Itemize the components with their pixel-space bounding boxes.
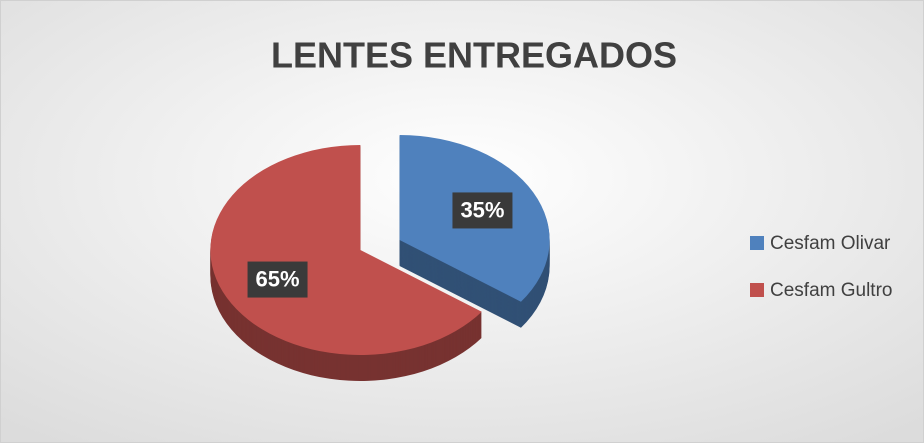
legend-label: Cesfam Gultro <box>770 280 892 301</box>
data-label-box <box>452 192 513 229</box>
data-label: 65% <box>256 266 300 291</box>
pie-slice <box>210 144 482 355</box>
data-label-box <box>247 261 308 298</box>
legend-swatch <box>750 236 764 250</box>
data-label: 35% <box>460 197 504 222</box>
legend-swatch <box>750 283 764 297</box>
chart-title: LENTES ENTREGADOS <box>271 35 677 76</box>
legend-label: Cesfam Olivar <box>770 233 891 254</box>
